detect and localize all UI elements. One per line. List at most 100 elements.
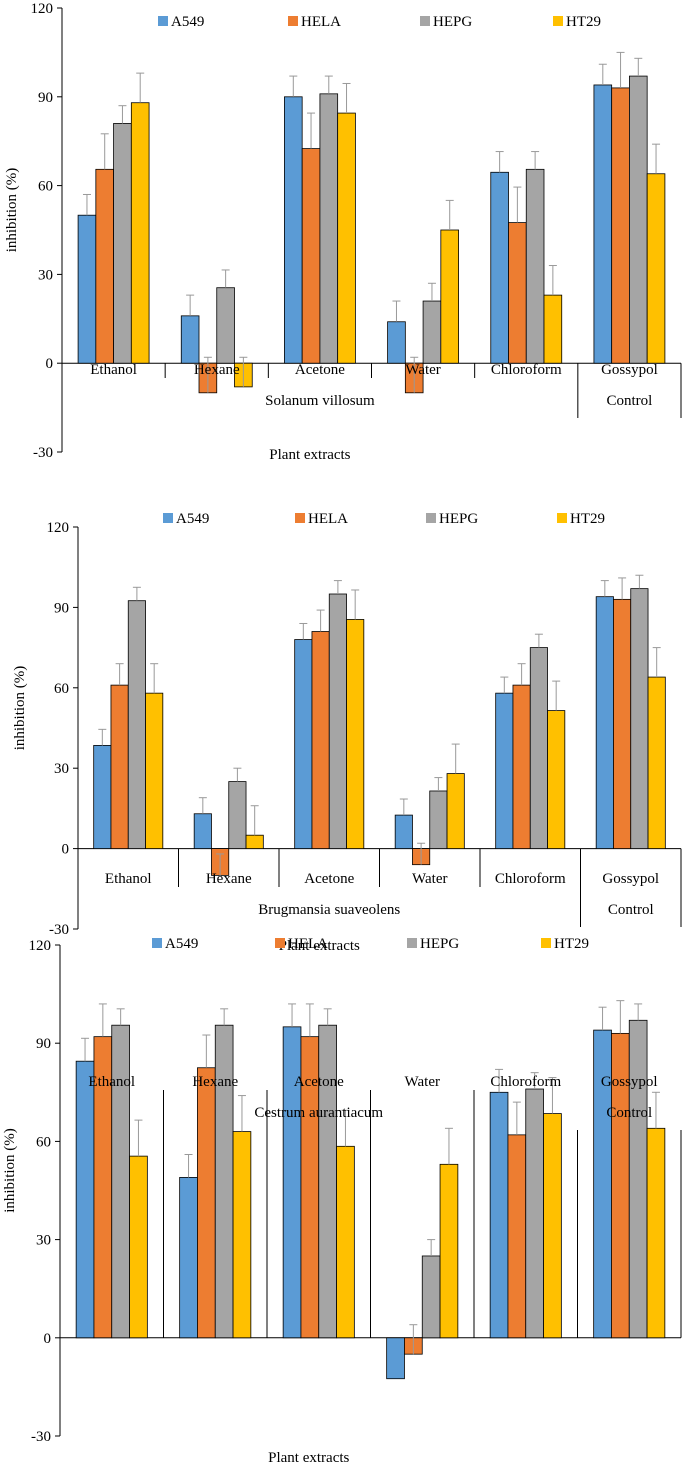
bar-hepg-acetone xyxy=(318,1024,337,1339)
category-label: Hexane xyxy=(206,871,252,887)
bar-hela-chloroform xyxy=(512,684,531,849)
bar-hela-chloroform xyxy=(507,1134,527,1339)
bar-ht29-ethanol xyxy=(145,692,164,849)
y-tick-label: 0 xyxy=(44,1331,52,1347)
bar-ht29-ethanol xyxy=(130,102,150,364)
bar-a549-ethanol xyxy=(77,214,97,364)
bar-a549-chloroform xyxy=(495,692,514,849)
y-tick-label: 30 xyxy=(38,267,53,283)
bar-a549-gossypol xyxy=(595,596,614,849)
category-label: Gossypol xyxy=(601,1074,658,1090)
legend-swatch-hepg xyxy=(426,513,436,523)
y-tick-label: 0 xyxy=(62,842,70,858)
bar-ht29-gossypol xyxy=(647,676,666,850)
group-label: Solanum villosum xyxy=(265,393,375,409)
bar-ht29-water xyxy=(439,1163,459,1339)
category-label: Water xyxy=(405,1074,440,1090)
legend-swatch-ht29 xyxy=(553,16,563,26)
bar-hepg-ethanol xyxy=(113,123,132,364)
category-label: Hexane xyxy=(194,362,240,378)
bar-a549-ethanol xyxy=(93,745,112,849)
bar-hepg-gossypol xyxy=(630,588,649,850)
legend-label-hela: HELA xyxy=(288,936,328,952)
y-axis-label: inhibition (%) xyxy=(12,666,28,751)
bar-hela-gossypol xyxy=(611,87,630,364)
bar-hepg-chloroform xyxy=(529,647,548,849)
y-tick-label: 120 xyxy=(31,1,54,17)
bar-a549-hexane xyxy=(193,813,212,850)
group-label: Brugmansia suaveolens xyxy=(258,902,400,918)
bar-ht29-acetone xyxy=(337,112,356,364)
chart-panel-1: -30 0 30 60 90 120 inhibition (%) Ethanol Hexane… xyxy=(4,1,682,463)
bar-hela-ethanol xyxy=(110,684,129,849)
legend-swatch-a549 xyxy=(158,16,168,26)
bar-hepg-hexane xyxy=(216,287,235,364)
bar-ht29-chloroform xyxy=(543,1113,562,1339)
bar-hela-acetone xyxy=(301,148,321,364)
y-tick-label: 120 xyxy=(29,938,52,954)
legend-label-ht29: HT29 xyxy=(554,936,589,952)
group-label: Control xyxy=(608,902,654,918)
x-axis-label: Plant extracts xyxy=(268,1450,349,1466)
legend-label-hepg: HEPG xyxy=(439,511,478,527)
bar-hepg-gossypol xyxy=(629,75,648,364)
y-tick-label: -30 xyxy=(33,445,53,461)
bar-ht29-chloroform xyxy=(543,294,563,364)
bar-hepg-gossypol xyxy=(628,1019,648,1339)
bar-hela-chloroform xyxy=(508,222,527,364)
legend: A549 HELA HEPG HT29 xyxy=(158,14,601,30)
y-tick-label: 30 xyxy=(36,1233,51,1249)
legend-swatch-hela xyxy=(295,513,305,523)
y-tick-label: 90 xyxy=(36,1036,51,1052)
bar-hepg-ethanol xyxy=(111,1024,130,1339)
bar-a549-water xyxy=(386,1337,405,1380)
legend: A549 HELA HEPG HT29 xyxy=(163,511,605,527)
legend-label-hepg: HEPG xyxy=(420,936,459,952)
category-label: Hexane xyxy=(192,1074,238,1090)
bar-ht29-water xyxy=(440,229,459,364)
legend-swatch-a549 xyxy=(163,513,173,523)
category-label: Ethanol xyxy=(88,1074,135,1090)
bar-hepg-acetone xyxy=(319,93,339,364)
y-axis-label: inhibition (%) xyxy=(2,1128,18,1213)
group-label: Cestrum aurantiacum xyxy=(254,1105,383,1121)
y-tick-label: 90 xyxy=(54,600,69,616)
legend-label-ht29: HT29 xyxy=(570,511,605,527)
bar-hepg-hexane xyxy=(214,1024,234,1339)
y-tick-label: 90 xyxy=(38,90,53,106)
category-label: Chloroform xyxy=(491,362,562,378)
category-label: Chloroform xyxy=(490,1074,561,1090)
category-label: Acetone xyxy=(295,362,345,378)
category-label: Gossypol xyxy=(602,871,659,887)
bar-a549-water xyxy=(387,321,406,364)
y-tick-label: 0 xyxy=(46,356,54,372)
y-tick-label: -30 xyxy=(31,1429,51,1445)
legend-label-a549: A549 xyxy=(171,14,204,30)
bar-a549-ethanol xyxy=(75,1060,95,1339)
bar-a549-gossypol xyxy=(593,84,613,364)
legend-swatch-hepg xyxy=(420,16,430,26)
bar-a549-hexane xyxy=(180,315,200,364)
group-label: Control xyxy=(606,393,652,409)
y-tick-label: 60 xyxy=(54,681,69,697)
category-label: Water xyxy=(412,871,447,887)
bar-hepg-hexane xyxy=(228,781,247,849)
bar-ht29-gossypol xyxy=(646,173,666,364)
legend-swatch-ht29 xyxy=(557,513,567,523)
legend-label-ht29: HT29 xyxy=(566,14,601,30)
legend-swatch-hela xyxy=(275,938,285,948)
bar-ht29-chloroform xyxy=(547,710,566,850)
legend-swatch-a549 xyxy=(152,938,162,948)
group-label: Control xyxy=(606,1105,652,1121)
bar-hela-acetone xyxy=(311,631,330,850)
legend-label-a549: A549 xyxy=(176,511,209,527)
legend-label-hepg: HEPG xyxy=(433,14,472,30)
category-label: Water xyxy=(405,362,440,378)
bar-ht29-water xyxy=(446,773,465,849)
legend-label-hela: HELA xyxy=(301,14,341,30)
y-tick-label: 120 xyxy=(47,520,70,536)
y-tick-label: -30 xyxy=(49,922,69,938)
bar-hepg-chloroform xyxy=(525,1088,544,1339)
category-label: Ethanol xyxy=(105,871,152,887)
bar-a549-chloroform xyxy=(490,171,509,364)
